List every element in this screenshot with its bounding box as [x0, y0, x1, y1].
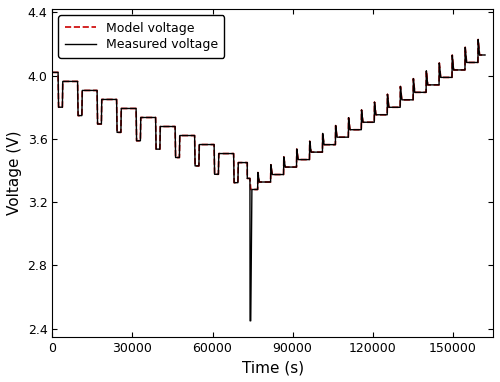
Model voltage	[361, 120, 367, 125]
Model voltage	[272, 172, 278, 177]
Measured voltage	[280, 172, 286, 177]
Model voltage	[324, 142, 330, 147]
Measured voltage	[308, 145, 314, 149]
Model voltage	[186, 133, 192, 138]
Measured voltage	[482, 53, 488, 57]
Line: Measured voltage: Measured voltage	[52, 39, 485, 321]
Model voltage	[49, 70, 55, 75]
Model voltage	[482, 53, 488, 57]
Legend: Model voltage, Measured voltage: Model voltage, Measured voltage	[58, 15, 224, 58]
Measured voltage	[475, 37, 481, 42]
Model voltage	[188, 133, 194, 138]
Model voltage	[140, 115, 146, 120]
Model voltage	[248, 187, 254, 192]
Line: Model voltage: Model voltage	[52, 39, 485, 189]
X-axis label: Time (s): Time (s)	[242, 360, 304, 375]
Measured voltage	[314, 150, 320, 154]
Measured voltage	[138, 115, 144, 120]
Measured voltage	[247, 319, 253, 323]
Measured voltage	[49, 70, 55, 75]
Measured voltage	[373, 112, 379, 117]
Model voltage	[475, 37, 481, 42]
Y-axis label: Voltage (V): Voltage (V)	[7, 131, 22, 215]
Measured voltage	[98, 122, 103, 126]
